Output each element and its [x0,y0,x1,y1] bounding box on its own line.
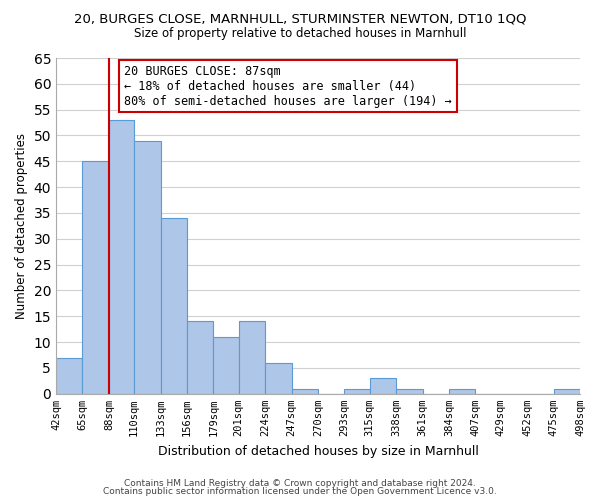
Bar [161,218,187,394]
Bar [214,337,239,394]
Text: 20 BURGES CLOSE: 87sqm
← 18% of detached houses are smaller (44)
80% of semi-det: 20 BURGES CLOSE: 87sqm ← 18% of detached… [124,64,452,108]
Bar [449,388,475,394]
Bar [82,162,109,394]
Bar [56,358,82,394]
Bar [265,363,292,394]
Bar [370,378,396,394]
Text: Size of property relative to detached houses in Marnhull: Size of property relative to detached ho… [134,28,466,40]
Text: Contains public sector information licensed under the Open Government Licence v3: Contains public sector information licen… [103,487,497,496]
Bar [292,388,318,394]
Bar [344,388,370,394]
Bar [187,322,214,394]
X-axis label: Distribution of detached houses by size in Marnhull: Distribution of detached houses by size … [158,444,478,458]
Bar [134,140,161,394]
Text: 20, BURGES CLOSE, MARNHULL, STURMINSTER NEWTON, DT10 1QQ: 20, BURGES CLOSE, MARNHULL, STURMINSTER … [74,12,526,26]
Bar [239,322,265,394]
Y-axis label: Number of detached properties: Number of detached properties [15,133,28,319]
Bar [396,388,422,394]
Bar [554,388,580,394]
Bar [109,120,134,394]
Text: Contains HM Land Registry data © Crown copyright and database right 2024.: Contains HM Land Registry data © Crown c… [124,478,476,488]
